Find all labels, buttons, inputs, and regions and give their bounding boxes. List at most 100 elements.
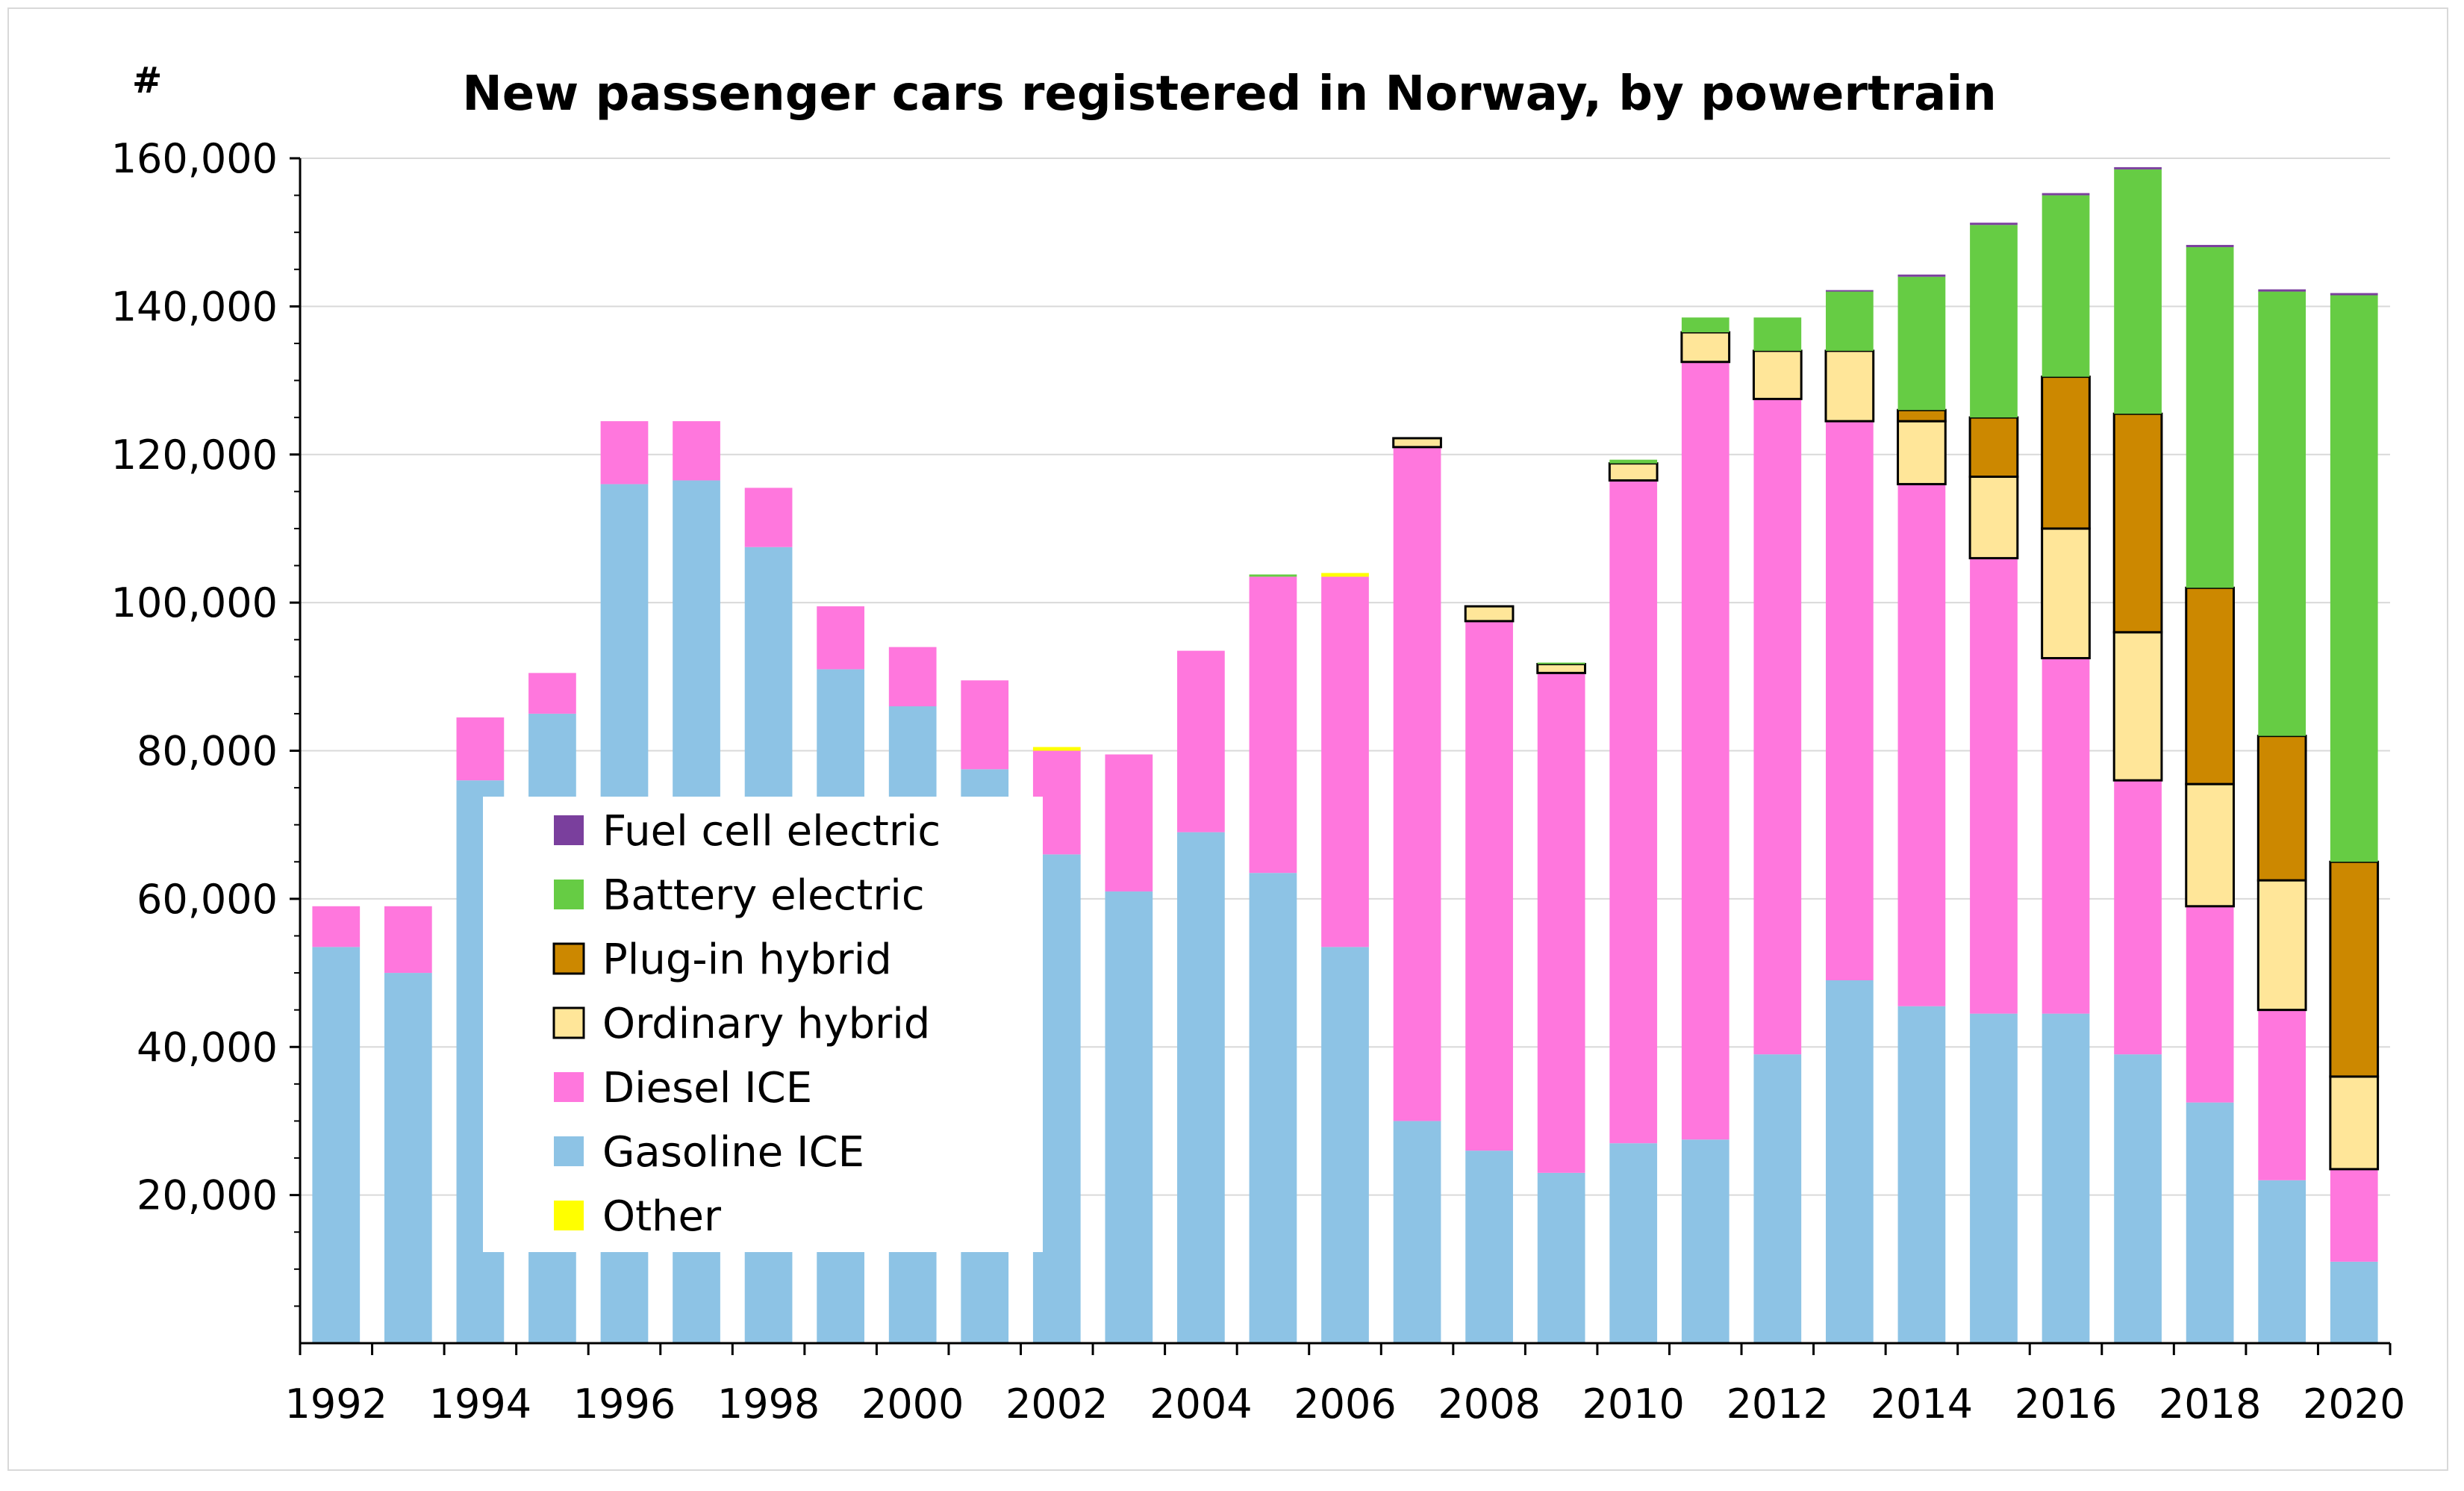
bar-segment-diesel-ice bbox=[2258, 1009, 2307, 1180]
legend: Fuel cell electric Battery electric Plug-i… bbox=[483, 797, 1043, 1252]
legend-swatch bbox=[554, 1136, 584, 1166]
x-tick-label: 2020 bbox=[2303, 1381, 2405, 1428]
bar-segment-other bbox=[1321, 573, 1369, 577]
x-tick-label: 2008 bbox=[1438, 1381, 1540, 1428]
legend-entry-label: Ordinary hybrid bbox=[602, 1000, 930, 1048]
x-tick-label: 2012 bbox=[1727, 1381, 1829, 1428]
bar-segment-gasoline-ice bbox=[2330, 1261, 2378, 1343]
bar-segment-ordinary-hybrid bbox=[1824, 349, 1875, 423]
legend-entry-label: Gasoline ICE bbox=[602, 1128, 864, 1177]
bar-segment-diesel-ice bbox=[1537, 673, 1585, 1173]
bar-segment-fuel-cell-electric bbox=[1970, 222, 2018, 225]
bar-segment-diesel-ice bbox=[384, 906, 432, 974]
bar-segment-diesel-ice bbox=[744, 488, 793, 547]
chart-frame: # New passenger cars registered in Norwa… bbox=[7, 7, 2448, 1471]
bar-segment-battery-electric bbox=[1970, 225, 2018, 418]
bar-segment-diesel-ice bbox=[1897, 484, 1946, 1006]
bar-segment-ordinary-hybrid bbox=[2256, 879, 2307, 1012]
bar-segment-gasoline-ice bbox=[1465, 1151, 1513, 1343]
bar-segment-gasoline-ice bbox=[1105, 891, 1153, 1343]
legend-swatch bbox=[554, 1072, 584, 1102]
x-tick-label: 2004 bbox=[1150, 1381, 1252, 1428]
bar-segment-diesel-ice bbox=[312, 906, 361, 947]
bar-segment-plug-in-hybrid bbox=[2041, 376, 2091, 530]
x-tick-label: 1998 bbox=[717, 1381, 820, 1428]
bar-segment-fuel-cell-electric bbox=[2258, 289, 2307, 292]
bar-segment-plug-in-hybrid bbox=[2256, 735, 2307, 882]
x-tick-label: 1992 bbox=[285, 1381, 387, 1428]
bar-segment-diesel-ice bbox=[600, 421, 649, 485]
bar-segment-ordinary-hybrid bbox=[2185, 782, 2235, 908]
bar-segment-ordinary-hybrid bbox=[2041, 527, 2091, 660]
x-tick-label: 1996 bbox=[573, 1381, 676, 1428]
bar-segment-gasoline-ice bbox=[1393, 1121, 1441, 1343]
bar-segment-other bbox=[1032, 747, 1081, 751]
legend-swatch bbox=[554, 880, 584, 909]
bar-segment-battery-electric bbox=[2042, 195, 2090, 377]
bar-segment-fuel-cell-electric bbox=[2186, 245, 2234, 248]
bar-segment-gasoline-ice bbox=[1609, 1143, 1658, 1343]
bar-segment-diesel-ice bbox=[2330, 1168, 2378, 1262]
bar-segment-diesel-ice bbox=[1753, 399, 1802, 1055]
y-axis-unit-label: # bbox=[132, 60, 162, 102]
bar-segment-fuel-cell-electric bbox=[2042, 193, 2090, 196]
bar-segment-diesel-ice bbox=[888, 647, 937, 706]
bar-segment-diesel-ice bbox=[2186, 906, 2234, 1103]
legend-swatch bbox=[552, 1006, 585, 1039]
x-tick-label: 2002 bbox=[1005, 1381, 1108, 1428]
y-tick-label: 160,000 bbox=[111, 135, 278, 182]
bar-segment-diesel-ice bbox=[456, 717, 505, 781]
bar-segment-gasoline-ice bbox=[1826, 980, 1874, 1343]
bar-segment-ordinary-hybrid bbox=[2329, 1075, 2380, 1171]
bar-segment-gasoline-ice bbox=[1177, 832, 1225, 1343]
bar-segment-diesel-ice bbox=[1826, 421, 1874, 980]
bar-segment-gasoline-ice bbox=[312, 947, 361, 1343]
y-tick-label: 120,000 bbox=[111, 432, 278, 479]
bar-segment-battery-electric bbox=[1897, 276, 1946, 411]
bar-segment-diesel-ice bbox=[2042, 658, 2090, 1014]
bar-segment-fuel-cell-electric bbox=[1826, 290, 1874, 292]
legend-entry-label: Battery electric bbox=[602, 871, 925, 920]
bar-segment-ordinary-hybrid bbox=[1608, 462, 1659, 482]
bar-segment-diesel-ice bbox=[1105, 754, 1153, 891]
bar-segment-ordinary-hybrid bbox=[1897, 420, 1947, 485]
y-tick-label: 100,000 bbox=[111, 579, 278, 626]
bar-segment-ordinary-hybrid bbox=[1464, 605, 1515, 623]
legend-swatch bbox=[554, 1201, 584, 1230]
bar-segment-battery-electric bbox=[1537, 662, 1585, 664]
bar-segment-battery-electric bbox=[2330, 295, 2378, 862]
bar-segment-gasoline-ice bbox=[1681, 1139, 1730, 1343]
axes: 20,000 40,000 60,000 80,000 100,000 120,000 14… bbox=[111, 135, 2406, 1428]
bar-segment-battery-electric bbox=[2114, 169, 2162, 414]
bar-segment-fuel-cell-electric bbox=[2330, 293, 2378, 296]
bar-segment-diesel-ice bbox=[1249, 576, 1297, 874]
y-tick-label: 20,000 bbox=[137, 1172, 278, 1219]
bar-segment-diesel-ice bbox=[1177, 650, 1225, 832]
bar-segment-diesel-ice bbox=[1393, 446, 1441, 1121]
bar-segment-gasoline-ice bbox=[1897, 1006, 1946, 1343]
bar-segment-diesel-ice bbox=[1970, 558, 2018, 1014]
bar-segment-battery-electric bbox=[2258, 291, 2307, 736]
bar-segment-battery-electric bbox=[1681, 317, 1730, 333]
bar-segment-plug-in-hybrid bbox=[2185, 586, 2235, 785]
x-tick-label: 2018 bbox=[2159, 1381, 2261, 1428]
bar-segment-fuel-cell-electric bbox=[2114, 166, 2162, 169]
x-tick-label: 2006 bbox=[1294, 1381, 1396, 1428]
chart-title: New passenger cars registered in Norway,… bbox=[462, 66, 1997, 122]
x-tick-label: 2014 bbox=[1871, 1381, 1973, 1428]
bar-segment-ordinary-hybrid bbox=[2112, 631, 2163, 782]
x-tick-label: 2010 bbox=[1582, 1381, 1684, 1428]
bar-segment-gasoline-ice bbox=[1537, 1172, 1585, 1343]
y-tick-label: 40,000 bbox=[137, 1024, 278, 1071]
bar-segment-diesel-ice bbox=[961, 680, 1009, 770]
bar-segment-plug-in-hybrid bbox=[1897, 408, 1947, 423]
bar-segment-plug-in-hybrid bbox=[1968, 416, 2019, 479]
x-tick-label: 2000 bbox=[861, 1381, 964, 1428]
legend-entry-label: Diesel ICE bbox=[602, 1064, 812, 1112]
bar-segment-diesel-ice bbox=[2114, 780, 2162, 1055]
bar-segment-plug-in-hybrid bbox=[2112, 412, 2163, 634]
bar-segment-gasoline-ice bbox=[2042, 1013, 2090, 1343]
bar-segment-gasoline-ice bbox=[1249, 873, 1297, 1343]
bar-segment-gasoline-ice bbox=[2258, 1180, 2307, 1343]
y-tick-label: 140,000 bbox=[111, 283, 278, 330]
